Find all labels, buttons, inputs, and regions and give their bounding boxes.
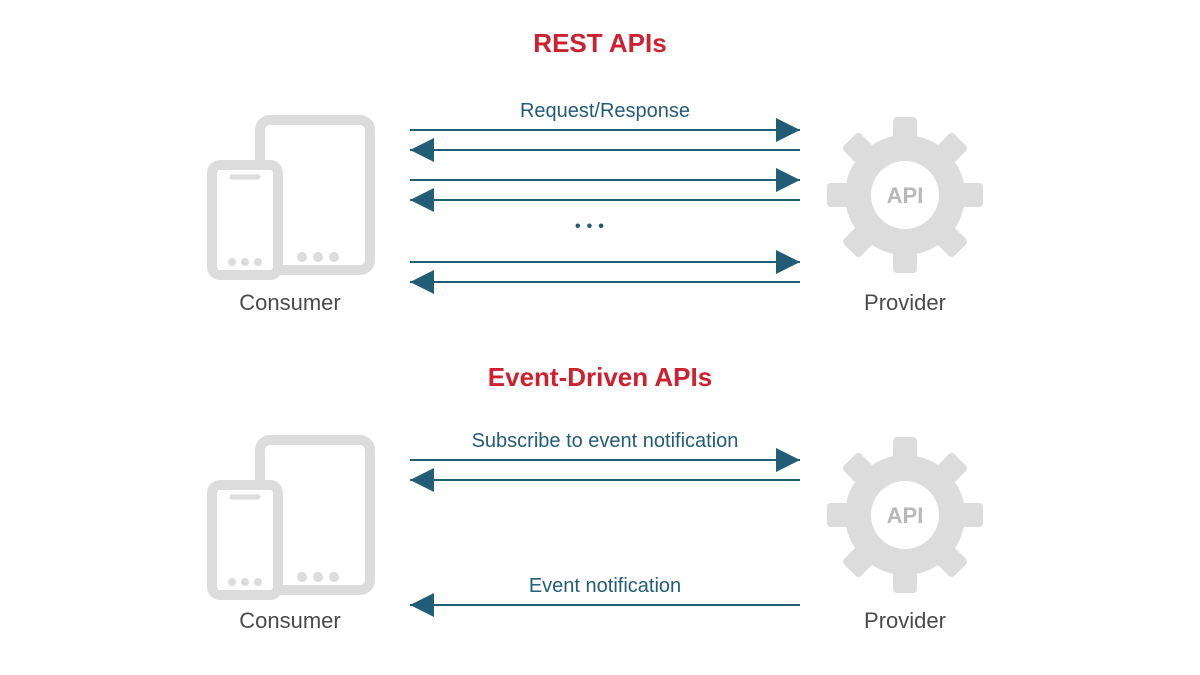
devices-icon <box>212 440 370 595</box>
svg-text:API: API <box>887 183 924 208</box>
svg-text:API: API <box>887 503 924 528</box>
gear-icon: API <box>827 117 983 273</box>
devices-icon <box>212 120 370 275</box>
diagram-canvas: REST APIs Event-Driven APIs Consumer Pro… <box>0 0 1200 675</box>
gear-icon: API <box>827 437 983 593</box>
svg-overlay: API API <box>0 0 1200 675</box>
